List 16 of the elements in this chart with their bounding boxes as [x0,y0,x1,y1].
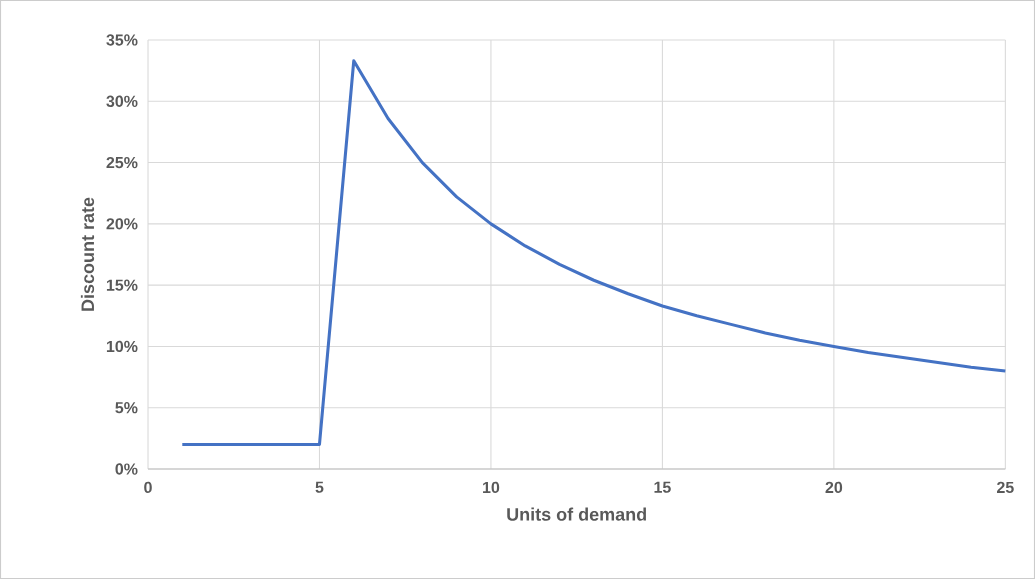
x-tick-label: 20 [825,481,843,494]
y-tick-label: 35% [106,34,138,46]
x-tick-label: 25 [997,481,1014,494]
y-axis-title: Discount rate [80,197,95,311]
y-tick-label: 0% [115,463,138,475]
y-tick-label: 20% [106,218,138,230]
y-tick-label: 25% [106,156,138,169]
x-tick-label: 15 [654,481,671,493]
y-tick-label: 30% [106,95,138,107]
x-tick-label: 5 [315,481,324,493]
y-tick-label: 15% [106,279,138,291]
y-tick-label: 10% [106,340,138,353]
x-axis-title: Units of demand [507,507,646,521]
x-tick-label: 0 [144,481,152,494]
y-tick-label: 5% [115,402,138,414]
x-tick-label: 10 [483,481,500,494]
